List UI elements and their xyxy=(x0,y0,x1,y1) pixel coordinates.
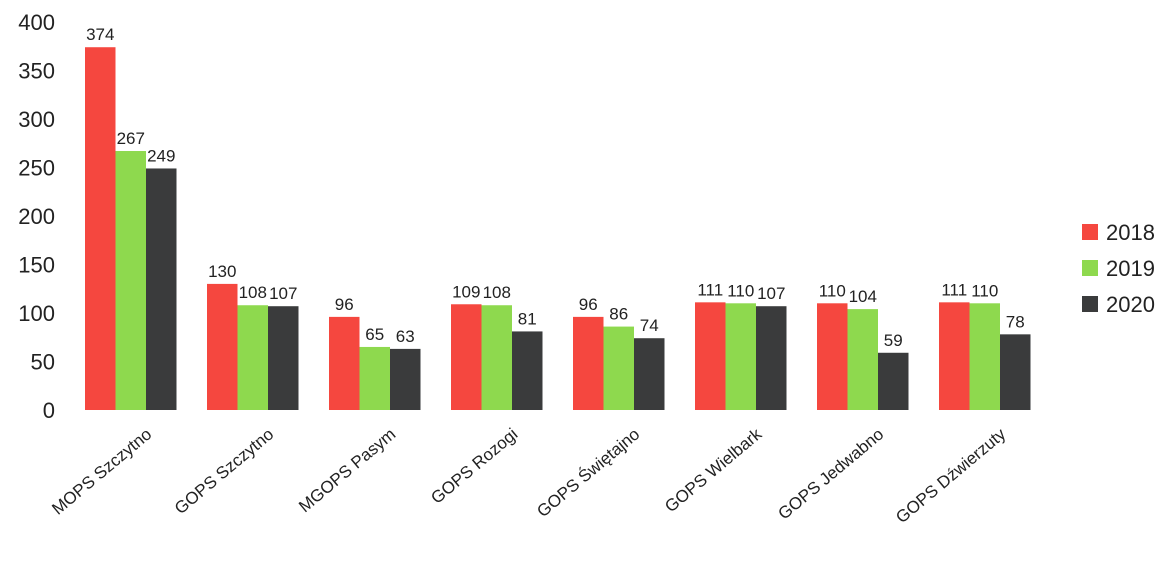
data-label: 111 xyxy=(697,280,723,299)
bar-2020 xyxy=(756,306,787,410)
y-tick-label: 100 xyxy=(18,301,55,326)
bar-2018 xyxy=(329,316,360,410)
data-label: 86 xyxy=(609,305,628,324)
bar-2018 xyxy=(939,302,970,410)
bar-2019 xyxy=(847,309,878,410)
category-label: GOPS Wielbark xyxy=(661,424,765,516)
data-label: 109 xyxy=(452,282,480,301)
bars-group xyxy=(85,47,1031,410)
data-label: 110 xyxy=(971,281,998,300)
bar-2019 xyxy=(969,303,1000,410)
bar-2020 xyxy=(390,348,421,410)
y-tick-label: 250 xyxy=(18,156,55,181)
data-label: 110 xyxy=(819,281,846,300)
data-label: 74 xyxy=(640,316,659,335)
data-label: 111 xyxy=(941,280,967,299)
bar-2020 xyxy=(268,306,299,410)
bar-2018 xyxy=(573,316,604,410)
y-tick-label: 150 xyxy=(18,253,55,278)
data-label: 374 xyxy=(86,25,114,44)
data-label: 130 xyxy=(208,262,236,281)
data-label: 81 xyxy=(518,309,537,328)
bar-2019 xyxy=(481,305,512,410)
data-label: 110 xyxy=(727,281,754,300)
bar-2020 xyxy=(634,338,665,410)
data-label: 249 xyxy=(147,146,175,165)
legend-label: 2019 xyxy=(1106,256,1155,281)
data-label: 96 xyxy=(579,295,598,314)
y-tick-label: 0 xyxy=(43,398,55,423)
category-label: GOPS Szczytno xyxy=(171,425,277,519)
y-tick-label: 50 xyxy=(31,350,55,375)
x-axis-labels: MOPS Szczytno GOPS Szczytno MGOPS Pasym GOP… xyxy=(48,424,1009,527)
y-tick-label: 400 xyxy=(18,10,55,35)
legend-swatch xyxy=(1082,296,1098,312)
bar-2020 xyxy=(1000,334,1031,410)
data-label: 267 xyxy=(117,129,145,148)
data-label: 96 xyxy=(335,295,354,314)
bar-2019 xyxy=(725,303,756,410)
category-label: GOPS Dźwierzuty xyxy=(892,424,1010,527)
bar-2018 xyxy=(85,47,116,410)
legend-label: 2018 xyxy=(1106,220,1155,245)
data-label: 59 xyxy=(884,331,903,350)
bar-2020 xyxy=(512,331,543,410)
bar-2019 xyxy=(115,151,146,410)
bar-2019 xyxy=(603,326,634,410)
legend-swatch xyxy=(1082,224,1098,240)
legend-swatch xyxy=(1082,260,1098,276)
category-label: GOPS Jedwabno xyxy=(774,425,887,524)
bar-2020 xyxy=(878,352,909,410)
data-label: 104 xyxy=(849,287,877,306)
category-label: MGOPS Pasym xyxy=(295,425,399,517)
y-tick-label: 300 xyxy=(18,107,55,132)
data-label: 107 xyxy=(757,284,785,303)
bar-2020 xyxy=(146,168,177,410)
bar-2019 xyxy=(359,346,390,410)
data-label: 65 xyxy=(365,325,384,344)
data-label: 78 xyxy=(1006,312,1025,331)
bar-2018 xyxy=(451,304,482,410)
y-tick-label: 350 xyxy=(18,59,55,84)
y-tick-label: 200 xyxy=(18,204,55,229)
y-axis: 0 50 100 150 200 250 300 350 400 xyxy=(18,10,55,423)
category-label: GOPS Rozogi xyxy=(427,425,521,508)
category-label: GOPS Świętajno xyxy=(533,425,643,522)
category-label: MOPS Szczytno xyxy=(48,425,155,519)
bar-2018 xyxy=(695,302,726,410)
legend: 2018 2019 2020 xyxy=(1082,220,1155,317)
data-label: 63 xyxy=(396,327,415,346)
data-label: 108 xyxy=(239,283,267,302)
data-label: 107 xyxy=(269,284,297,303)
bar-2018 xyxy=(817,303,848,410)
data-label: 108 xyxy=(483,283,511,302)
bar-2018 xyxy=(207,283,238,410)
bar-2019 xyxy=(237,305,268,410)
legend-label: 2020 xyxy=(1106,292,1155,317)
